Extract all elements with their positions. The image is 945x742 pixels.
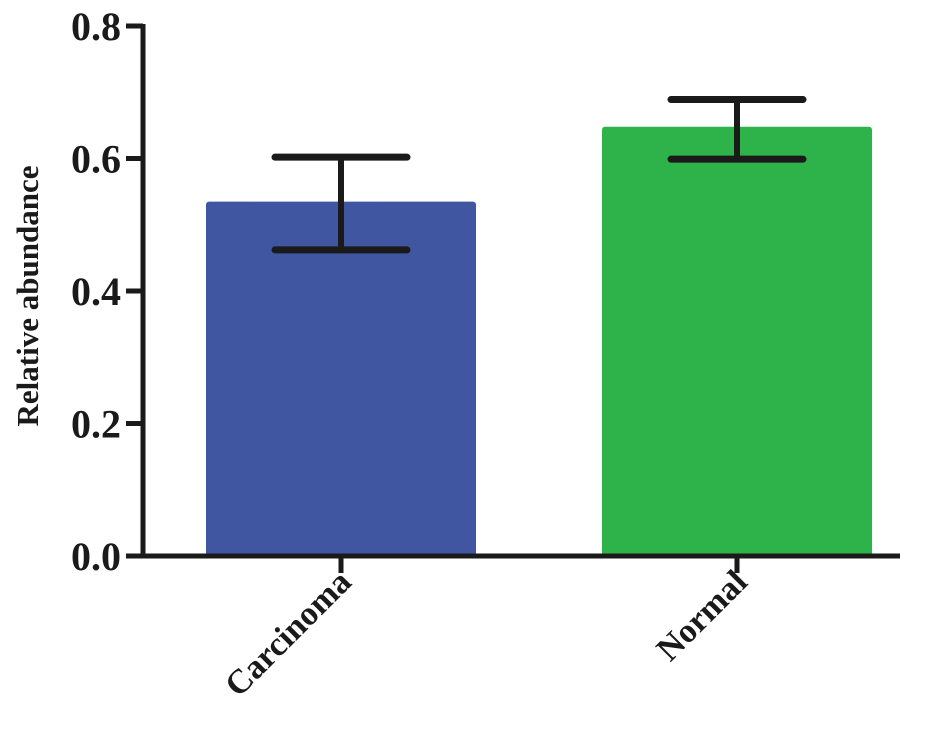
y-tick-label: 0.6: [71, 137, 121, 182]
y-axis-title: Relative abundance: [10, 166, 45, 427]
y-tick-label: 0.0: [71, 534, 121, 579]
bar-normal: [602, 126, 872, 556]
x-tick-label-carcinoma: Carcinoma: [218, 563, 359, 704]
bar-carcinoma: [206, 201, 476, 556]
bars-group: [206, 126, 872, 556]
error-bars-group: [271, 96, 807, 254]
y-ticks-group: 0.0 0.2 0.4 0.6 0.8: [71, 4, 143, 579]
x-tick-label-normal: Normal: [650, 563, 755, 668]
y-tick-label: 0.4: [71, 269, 121, 314]
x-ticks-group: Carcinoma Normal: [218, 556, 755, 704]
y-tick-label: 0.8: [71, 4, 121, 49]
y-tick-label: 0.2: [71, 402, 121, 447]
